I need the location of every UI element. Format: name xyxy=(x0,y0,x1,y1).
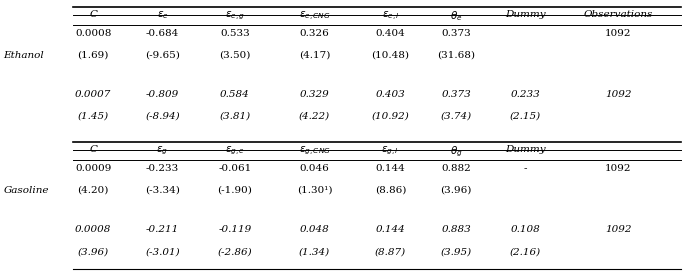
Text: (8.86): (8.86) xyxy=(375,186,406,195)
Text: (3.74): (3.74) xyxy=(440,112,472,121)
Text: Observations: Observations xyxy=(584,10,653,19)
Text: 0.329: 0.329 xyxy=(299,90,330,99)
Text: -: - xyxy=(523,164,527,173)
Text: 0.584: 0.584 xyxy=(220,90,250,99)
Text: $\varepsilon_{g,CNG}$: $\varepsilon_{g,CNG}$ xyxy=(299,145,330,157)
Text: 1092: 1092 xyxy=(605,29,632,38)
Text: (31.68): (31.68) xyxy=(437,51,475,60)
Text: -0.119: -0.119 xyxy=(218,225,252,234)
Text: 0.048: 0.048 xyxy=(299,225,330,234)
Text: (1.69): (1.69) xyxy=(77,51,109,60)
Text: $\theta_e$: $\theta_e$ xyxy=(450,10,462,23)
Text: (1.30¹): (1.30¹) xyxy=(296,186,332,195)
Text: (10.48): (10.48) xyxy=(372,51,409,60)
Text: 0.404: 0.404 xyxy=(375,29,406,38)
Text: Dummy: Dummy xyxy=(505,145,545,154)
Text: (-8.94): (-8.94) xyxy=(145,112,180,121)
Text: C: C xyxy=(89,10,97,19)
Text: Gasoline: Gasoline xyxy=(3,186,49,195)
Text: (4.20): (4.20) xyxy=(77,186,109,195)
Text: $\theta_g$: $\theta_g$ xyxy=(450,145,462,159)
Text: (10.92): (10.92) xyxy=(372,112,409,121)
Text: 0.326: 0.326 xyxy=(299,29,330,38)
Text: (3.95): (3.95) xyxy=(440,247,472,256)
Text: (2.16): (2.16) xyxy=(509,247,541,256)
Text: 0.882: 0.882 xyxy=(441,164,471,173)
Text: Ethanol: Ethanol xyxy=(3,51,44,60)
Text: $\varepsilon_{g,e}$: $\varepsilon_{g,e}$ xyxy=(225,145,245,157)
Text: $\varepsilon_{g,l}$: $\varepsilon_{g,l}$ xyxy=(381,145,399,157)
Text: $\varepsilon_{e,g}$: $\varepsilon_{e,g}$ xyxy=(225,10,245,22)
Text: (-3.34): (-3.34) xyxy=(145,186,180,195)
Text: 0.403: 0.403 xyxy=(375,90,406,99)
Text: (4.17): (4.17) xyxy=(299,51,330,60)
Text: (3.81): (3.81) xyxy=(219,112,251,121)
Text: 0.233: 0.233 xyxy=(510,90,540,99)
Text: 0.108: 0.108 xyxy=(510,225,540,234)
Text: 0.533: 0.533 xyxy=(220,29,250,38)
Text: (1.34): (1.34) xyxy=(299,247,330,256)
Text: 0.0008: 0.0008 xyxy=(75,225,111,234)
Text: (4.22): (4.22) xyxy=(299,112,330,121)
Text: -0.809: -0.809 xyxy=(146,90,179,99)
Text: C: C xyxy=(89,145,97,154)
Text: (1.45): (1.45) xyxy=(77,112,109,121)
Text: (8.87): (8.87) xyxy=(375,247,406,256)
Text: (-3.01): (-3.01) xyxy=(145,247,180,256)
Text: -0.211: -0.211 xyxy=(146,225,179,234)
Text: 1092: 1092 xyxy=(605,225,632,234)
Text: (3.50): (3.50) xyxy=(219,51,251,60)
Text: 0.144: 0.144 xyxy=(375,225,406,234)
Text: $\varepsilon_e$: $\varepsilon_e$ xyxy=(156,10,169,21)
Text: 0.883: 0.883 xyxy=(441,225,471,234)
Text: -0.061: -0.061 xyxy=(218,164,252,173)
Text: -0.684: -0.684 xyxy=(146,29,179,38)
Text: (-1.90): (-1.90) xyxy=(218,186,252,195)
Text: $\varepsilon_g$: $\varepsilon_g$ xyxy=(156,145,169,157)
Text: (3.96): (3.96) xyxy=(77,247,109,256)
Text: 1092: 1092 xyxy=(605,164,632,173)
Text: 0.0008: 0.0008 xyxy=(75,29,111,38)
Text: 1092: 1092 xyxy=(605,90,632,99)
Text: (-2.86): (-2.86) xyxy=(218,247,252,256)
Text: (3.96): (3.96) xyxy=(440,186,472,195)
Text: 0.144: 0.144 xyxy=(375,164,406,173)
Text: 0.373: 0.373 xyxy=(441,29,471,38)
Text: 0.0009: 0.0009 xyxy=(75,164,111,173)
Text: (-9.65): (-9.65) xyxy=(145,51,180,60)
Text: $\varepsilon_{e,CNG}$: $\varepsilon_{e,CNG}$ xyxy=(299,10,330,23)
Text: Dummy: Dummy xyxy=(505,10,545,19)
Text: 0.373: 0.373 xyxy=(441,90,471,99)
Text: (2.15): (2.15) xyxy=(509,112,541,121)
Text: 0.0007: 0.0007 xyxy=(75,90,111,99)
Text: 0.046: 0.046 xyxy=(299,164,330,173)
Text: -0.233: -0.233 xyxy=(146,164,179,173)
Text: $\varepsilon_{e,l}$: $\varepsilon_{e,l}$ xyxy=(381,10,399,23)
